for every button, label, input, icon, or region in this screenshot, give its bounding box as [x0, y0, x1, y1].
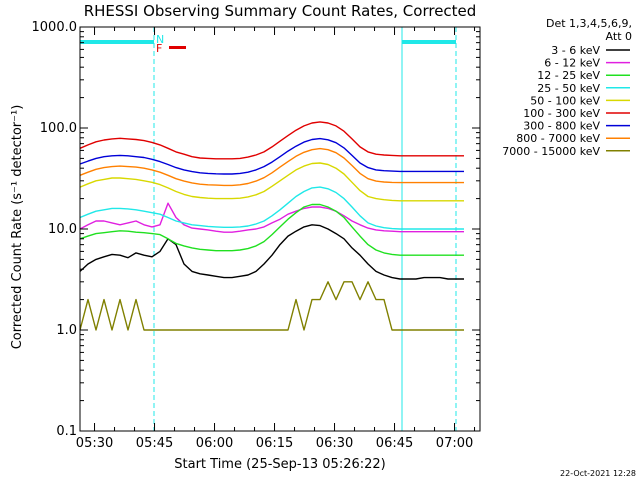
x-axis-label: Start Time (25-Sep-13 05:26:22)	[174, 457, 385, 472]
chart-title: RHESSI Observing Summary Count Rates, Co…	[84, 2, 477, 20]
y-tick-label-1: 1.0	[56, 323, 77, 338]
y-tick-label-3: 100.0	[40, 121, 77, 136]
series-line-1	[79, 202, 464, 233]
series-line-0	[79, 224, 464, 280]
night-band-0	[80, 40, 154, 44]
series-line-7	[79, 147, 464, 187]
attenuator-note: Att 0	[606, 30, 632, 43]
legend-label-0: 3 - 6 keV	[551, 44, 600, 57]
y-tick-label-0: 0.1	[56, 424, 77, 439]
legend-label-1: 6 - 12 keV	[544, 57, 600, 70]
x-tick-label-5: 06:45	[376, 436, 413, 451]
flags-layer: N F	[156, 33, 186, 55]
night-band-1	[402, 40, 456, 44]
axes-layer: 0.1 1.0 10.0 100.0 1000.0 05:30 05:45 06:00 06:1…	[32, 20, 480, 451]
y-tick-label-4: 1000.0	[32, 20, 78, 35]
y-axis-label: Corrected Count Rate (s⁻¹ detector⁻¹)	[10, 105, 25, 350]
series-line-6	[79, 137, 464, 175]
flag-n-label: N	[156, 33, 164, 46]
legend-label-6: 300 - 800 keV	[523, 120, 600, 133]
series-line-4	[79, 162, 464, 202]
y-tick-label-2: 10.0	[48, 222, 77, 237]
generation-timestamp: 22-Oct-2021 12:28	[560, 469, 636, 478]
legend-label-5: 100 - 300 keV	[523, 107, 600, 120]
flag-f-bar	[169, 46, 186, 49]
legend-label-7: 800 - 7000 keV	[516, 132, 600, 145]
legend-label-3: 25 - 50 keV	[537, 82, 600, 95]
flag-f-label: F	[156, 42, 162, 55]
x-tick-label-2: 06:00	[196, 436, 233, 451]
series-layer	[79, 121, 464, 331]
legend-label-4: 50 - 100 keV	[530, 94, 600, 107]
series-line-3	[79, 186, 464, 230]
x-tick-label-1: 05:45	[136, 436, 173, 451]
legend-label-8: 7000 - 15000 keV	[502, 145, 600, 158]
detector-note: Det 1,3,4,5,6,9,	[546, 17, 632, 30]
series-line-8	[79, 281, 464, 331]
x-tick-label-3: 06:15	[256, 436, 293, 451]
series-line-2	[79, 203, 464, 256]
x-tick-label-0: 05:30	[76, 436, 113, 451]
night-bands-layer	[80, 40, 456, 44]
series-line-5	[79, 121, 464, 160]
x-tick-label-4: 06:30	[316, 436, 353, 451]
x-tick-label-6: 07:00	[436, 436, 473, 451]
legend-label-2: 12 - 25 keV	[537, 69, 600, 82]
